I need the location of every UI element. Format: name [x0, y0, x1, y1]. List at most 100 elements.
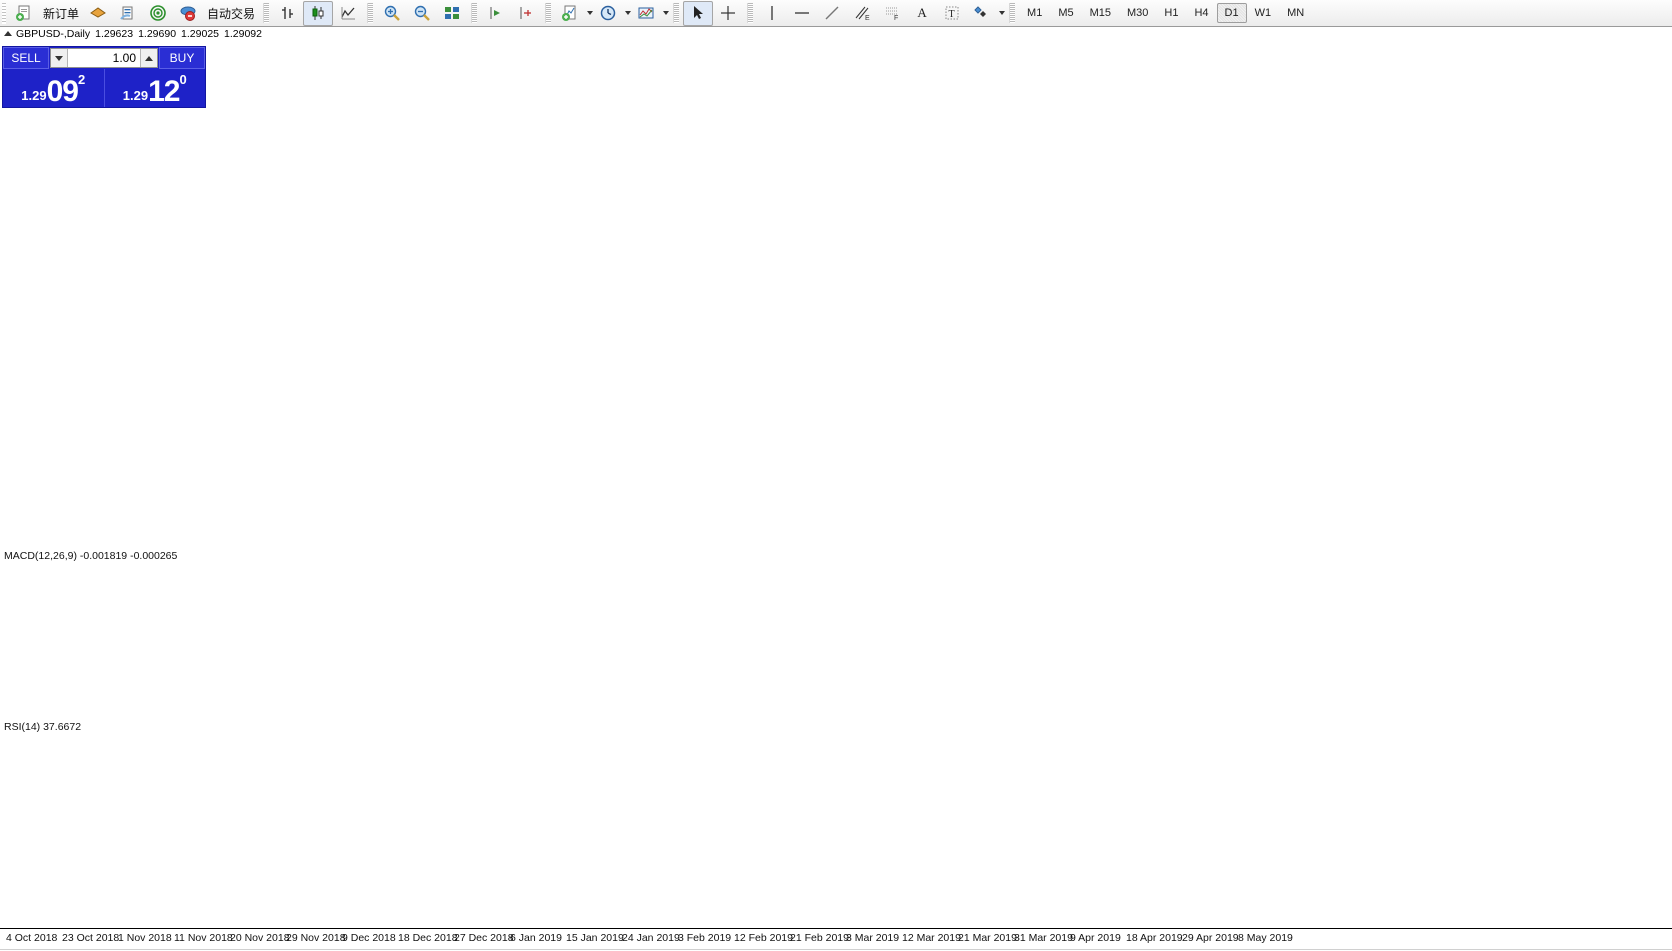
- text-icon[interactable]: A: [917, 5, 927, 20]
- date-tick: 29 Nov 2018: [286, 932, 346, 944]
- date-tick: 6 Jan 2019: [510, 932, 562, 944]
- timeframe-mn-button[interactable]: MN: [1287, 7, 1305, 19]
- date-tick: 21 Mar 2019: [958, 932, 1017, 944]
- shift-end-icon[interactable]: [481, 1, 511, 26]
- new-order-label: 新订单: [43, 6, 80, 21]
- date-tick: 8 May 2019: [1238, 932, 1293, 944]
- date-tick: 12 Mar 2019: [902, 932, 961, 944]
- date-tick: 18 Dec 2018: [398, 932, 458, 944]
- vline-icon[interactable]: [757, 1, 787, 26]
- date-tick: 29 Apr 2019: [1182, 932, 1239, 944]
- equidistant-channel-icon[interactable]: E: [847, 1, 877, 26]
- toolbar-separator: [263, 3, 270, 23]
- date-tick: 27 Dec 2018: [454, 932, 514, 944]
- volume-stepper[interactable]: 1.00: [50, 48, 158, 68]
- toolbar-separator: [545, 3, 552, 23]
- toolbar-separator: [747, 3, 754, 23]
- sell-price-fraction: 2: [77, 72, 86, 87]
- candlestick-chart-icon[interactable]: [303, 0, 334, 26]
- symbol-info-line: GBPUSD-,Daily 1.29623 1.29690 1.29025 1.…: [0, 27, 1672, 40]
- date-tick: 9 Dec 2018: [342, 932, 396, 944]
- rsi-title: RSI(14) 37.6672: [4, 721, 82, 733]
- auto-scroll-icon[interactable]: [511, 1, 541, 26]
- timeframe-m5-button[interactable]: M5: [1058, 7, 1074, 19]
- crosshair-icon[interactable]: [713, 1, 743, 26]
- sell-price-cell[interactable]: 1.29 09 2: [3, 69, 104, 107]
- buy-button[interactable]: BUY: [159, 47, 205, 69]
- hline-icon[interactable]: [787, 1, 817, 26]
- timeframe-d1-button[interactable]: D1: [1216, 3, 1247, 23]
- main-toolbar: 新订单 自动交易: [0, 0, 1672, 27]
- trendline-icon[interactable]: [817, 1, 847, 26]
- svg-text:E: E: [865, 15, 870, 22]
- ohlc-low: 1.29025: [181, 27, 220, 40]
- buy-price-cell[interactable]: 1.29 12 0: [103, 69, 206, 108]
- zoom-in-icon[interactable]: [377, 1, 407, 26]
- toolbar-separator: [673, 3, 680, 23]
- date-tick: 24 Jan 2019: [622, 932, 680, 944]
- toolbar-separator: [471, 3, 478, 23]
- periodicity-dropdown-caret[interactable]: [625, 11, 632, 15]
- shapes-dropdown-caret[interactable]: [999, 11, 1006, 15]
- toolbar-separator: [1009, 3, 1016, 23]
- ohlc-close: 1.29092: [224, 27, 262, 40]
- templates-icon[interactable]: [555, 1, 585, 26]
- data-window-icon[interactable]: [113, 1, 143, 26]
- indicators-dropdown-caret[interactable]: [663, 11, 670, 15]
- zoom-out-icon[interactable]: [407, 1, 437, 26]
- date-tick: 21 Feb 2019: [790, 932, 849, 944]
- sell-price-main: 09: [46, 75, 79, 108]
- toolbar-separator: [367, 3, 374, 23]
- signal-icon[interactable]: [143, 1, 173, 26]
- expert-advisor-icon[interactable]: [173, 1, 203, 26]
- date-tick: 31 Mar 2019: [1014, 932, 1073, 944]
- new-order-button[interactable]: [9, 1, 39, 26]
- date-tick: 3 Mar 2019: [846, 932, 900, 944]
- ohlc-open: 1.29623: [95, 27, 134, 40]
- chart-container: 多空转折点1.29597 1.338851.333001.327001.3211…: [0, 40, 1672, 951]
- date-tick: 11 Nov 2018: [174, 932, 233, 944]
- toolbar-grip[interactable]: [2, 2, 6, 24]
- autotrade-label: 自动交易: [207, 6, 256, 21]
- text-label-icon[interactable]: T: [937, 1, 967, 26]
- collapse-triangle-icon[interactable]: [4, 31, 12, 36]
- date-tick: 1 Nov 2018: [118, 932, 172, 944]
- volume-input[interactable]: 1.00: [112, 51, 136, 65]
- periodicity-icon[interactable]: [593, 1, 623, 26]
- timeframe-h4-button[interactable]: H4: [1194, 7, 1209, 19]
- date-tick: 20 Nov 2018: [230, 932, 290, 944]
- timeframe-group: M1 M5 M15 M30 H1 H4 D1 W1 MN: [1019, 3, 1312, 23]
- date-tick: 3 Feb 2019: [678, 932, 732, 944]
- axis-divider: [0, 949, 1672, 950]
- trade-prices-row: 1.29 09 2 1.29 12 0: [3, 69, 205, 107]
- sell-button[interactable]: SELL: [3, 47, 49, 69]
- buy-price-prefix: 1.29: [122, 88, 149, 103]
- timeframe-m1-button[interactable]: M1: [1027, 7, 1043, 19]
- bar-chart-icon[interactable]: [273, 1, 303, 26]
- buy-price-fraction: 0: [179, 72, 187, 87]
- indicators-icon[interactable]: [631, 1, 661, 26]
- timeframe-m15-button[interactable]: M15: [1089, 7, 1111, 19]
- macd-title: MACD(12,26,9) -0.001819 -0.000265: [4, 550, 178, 562]
- date-tick: 4 Oct 2018: [6, 932, 58, 944]
- sell-price-prefix: 1.29: [21, 88, 47, 103]
- date-axis[interactable]: 4 Oct 2018 23 Oct 2018 1 Nov 2018 11 Nov 20…: [0, 928, 1672, 951]
- date-tick: 18 Apr 2019: [1126, 932, 1183, 944]
- buy-price-main: 12: [148, 75, 180, 108]
- volume-decrease-button[interactable]: [51, 49, 68, 67]
- cursor-icon[interactable]: [683, 0, 714, 26]
- timeframe-h1-button[interactable]: H1: [1164, 7, 1179, 19]
- one-click-trading-panel[interactable]: SELL 1.00 BUY 1.29 09 2 1.29 12 0: [2, 46, 206, 108]
- line-chart-icon[interactable]: [333, 1, 363, 26]
- timeframe-w1-button[interactable]: W1: [1254, 7, 1272, 19]
- fibonacci-icon[interactable]: F: [877, 1, 907, 26]
- templates-dropdown-caret[interactable]: [587, 11, 594, 15]
- profile-icon[interactable]: [83, 1, 113, 26]
- shapes-icon[interactable]: [967, 1, 997, 26]
- timeframe-m30-button[interactable]: M30: [1127, 7, 1149, 19]
- date-tick: 23 Oct 2018: [62, 932, 120, 944]
- tile-windows-icon[interactable]: [437, 1, 467, 26]
- date-tick: 15 Jan 2019: [566, 932, 624, 944]
- volume-increase-button[interactable]: [140, 49, 157, 67]
- trade-controls-row: SELL 1.00 BUY: [3, 47, 205, 69]
